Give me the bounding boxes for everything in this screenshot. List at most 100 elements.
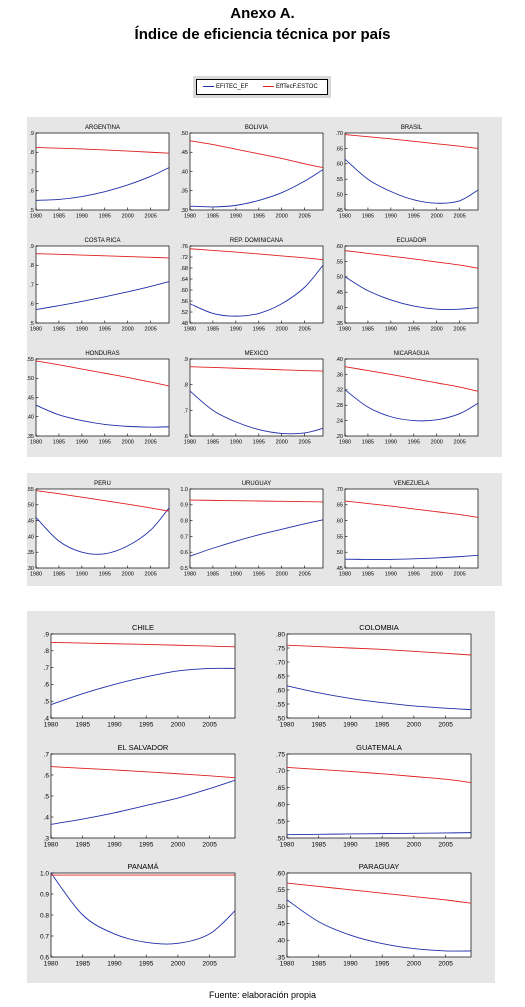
x-tick-label-colombia-4: 2000	[407, 722, 422, 729]
y-tick-label-paraguay-5: .60	[276, 870, 285, 877]
x-tick-label-paraguay-3: 1995	[375, 961, 390, 968]
x-tick-label-ecuador-3: 1995	[408, 327, 420, 333]
y-tick-label-costa-rica-2: .7	[29, 282, 34, 288]
x-tick-label-bolivia-5: 2005	[299, 214, 311, 220]
x-tick-label-paraguay-5: 2005	[438, 961, 453, 968]
y-tick-label-costa-rica-3: .8	[29, 263, 34, 269]
y-tick-label-argentina-1: .6	[29, 189, 34, 195]
series-line-venezuela-efitec-ef	[344, 554, 479, 560]
x-tick-label-venezuela-2: 1990	[385, 572, 397, 578]
y-tick-label-peru-2: .40	[26, 534, 34, 540]
y-tick-label-nicaragua-5: .40	[335, 357, 343, 363]
x-tick-label-panama-5: 2005	[202, 961, 217, 968]
chart-title-colombia: COLOMBIA	[359, 623, 399, 632]
chart-guatemala: GUATEMALA .50 .55 .60 .65 .70 .75 1980 1985 1990 1…	[276, 743, 472, 849]
x-tick-label-guatemala-5: 2005	[438, 842, 453, 849]
y-tick-label-ecuador-5: .60	[335, 244, 343, 250]
x-tick-label-bolivia-0: 1980	[184, 214, 196, 220]
x-tick-label-uruguay-2: 1990	[230, 572, 242, 578]
y-tick-label-argentina-3: .8	[29, 150, 34, 156]
chart-title-bolivia: BOLIVIA	[245, 125, 268, 131]
y-tick-label-rep-dominicana-5: .68	[180, 266, 188, 272]
y-tick-label-colombia-6: .80	[276, 631, 285, 638]
x-tick-label-panama-3: 1995	[139, 961, 154, 968]
y-tick-label-brasil-5: .70	[335, 131, 343, 137]
x-tick-label-nicaragua-3: 1995	[408, 440, 420, 446]
x-tick-label-honduras-1: 1985	[53, 440, 65, 446]
y-tick-label-argentina-0: .5	[29, 208, 34, 214]
x-tick-label-el-salvador-0: 1980	[44, 842, 59, 849]
x-tick-label-argentina-2: 1990	[76, 214, 88, 220]
series-line-rep-dominicana-efitec-ef	[189, 264, 324, 317]
y-tick-label-guatemala-5: .75	[276, 751, 285, 758]
x-tick-label-el-salvador-5: 2005	[202, 842, 217, 849]
y-tick-label-nicaragua-1: .24	[335, 419, 343, 425]
y-tick-label-panama-3: 0.9	[40, 891, 49, 898]
chart-title-argentina: ARGENTINA	[85, 125, 120, 131]
y-tick-label-bolivia-2: .40	[180, 169, 188, 175]
y-tick-label-bolivia-0: .30	[180, 208, 188, 214]
plot-area-ecuador	[344, 245, 479, 324]
series-line-guatemala-efftecf-estoc	[286, 766, 472, 784]
series-line-costa-rica-efitec-ef	[35, 281, 170, 310]
series-line-ecuador-efitec-ef	[344, 276, 479, 310]
y-tick-label-costa-rica-1: .6	[29, 302, 34, 308]
plot-area-rep-dominicana	[189, 245, 324, 324]
chart-legend: EFITEC_EF EffTecF.ESTOC	[196, 79, 328, 95]
x-tick-label-costa-rica-1: 1985	[53, 327, 65, 333]
y-tick-label-chile-4: .8	[44, 648, 50, 655]
x-tick-label-brasil-1: 1985	[362, 214, 374, 220]
legend-swatch-efitec	[203, 85, 214, 87]
x-tick-label-paraguay-4: 2000	[407, 961, 422, 968]
plot-area-panama	[50, 872, 236, 958]
y-tick-label-ecuador-2: .45	[335, 290, 343, 296]
y-tick-label-ecuador-1: .40	[335, 306, 343, 312]
y-tick-label-uruguay-0: 0.5	[180, 566, 188, 572]
chart-uruguay: URUGUAY 0.5 0.6 0.7 0.8 0.9 1.0 1980 1985 1990 199…	[180, 481, 324, 578]
y-tick-label-chile-1: .5	[44, 698, 50, 705]
x-tick-label-chile-1: 1985	[75, 722, 90, 729]
chart-nicaragua: NICARAGUA .20 .24 .28 .32 .36 .40 1980 1985 1990 1…	[335, 351, 479, 446]
y-tick-label-ecuador-3: .50	[335, 275, 343, 281]
x-tick-label-colombia-5: 2005	[438, 722, 453, 729]
x-tick-label-colombia-2: 1990	[343, 722, 358, 729]
chart-title-panama: PANAMÁ	[127, 862, 158, 871]
y-tick-label-mexico-1: .7	[183, 408, 188, 414]
x-tick-label-mexico-1: 1985	[207, 440, 219, 446]
series-line-chile-efftecf-estoc	[50, 641, 236, 648]
y-tick-label-venezuela-2: .55	[335, 534, 343, 540]
x-tick-label-ecuador-5: 2005	[454, 327, 466, 333]
series-line-uruguay-efitec-ef	[189, 519, 324, 557]
y-tick-label-chile-0: .4	[44, 715, 50, 722]
chart-title-honduras: HONDURAS	[85, 351, 119, 357]
y-tick-label-argentina-2: .7	[29, 169, 34, 175]
legend-label-efftec: EffTecF.ESTOC	[276, 84, 318, 90]
x-tick-label-panama-1: 1985	[75, 961, 90, 968]
x-tick-label-nicaragua-1: 1985	[362, 440, 374, 446]
y-tick-label-el-salvador-2: .5	[44, 793, 50, 800]
x-tick-label-guatemala-4: 2000	[407, 842, 422, 849]
y-tick-label-costa-rica-4: .9	[29, 244, 34, 250]
series-line-el-salvador-efftecf-estoc	[50, 766, 236, 779]
x-tick-label-peru-2: 1990	[76, 572, 88, 578]
series-line-paraguay-efitec-ef	[286, 899, 472, 952]
chart-title-nicaragua: NICARAGUA	[394, 351, 430, 357]
y-tick-label-colombia-4: .70	[276, 659, 285, 666]
y-tick-label-rep-dominicana-4: .64	[180, 277, 188, 283]
series-line-guatemala-efitec-ef	[286, 832, 472, 836]
y-tick-label-venezuela-4: .65	[335, 503, 343, 509]
y-tick-label-peru-1: .35	[26, 550, 34, 556]
x-tick-label-rep-dominicana-2: 1990	[230, 327, 242, 333]
x-tick-label-argentina-3: 1995	[99, 214, 111, 220]
y-tick-label-uruguay-1: 0.6	[180, 550, 188, 556]
chart-panama: PANAMÁ 0.6 0.7 0.8 0.9 1.0 1980 1985 1990 1995 200…	[40, 862, 236, 968]
x-tick-label-nicaragua-0: 1980	[339, 440, 351, 446]
x-tick-label-argentina-4: 2000	[122, 214, 134, 220]
y-tick-label-brasil-3: .60	[335, 162, 343, 168]
chart-title-paraguay: PARAGUAY	[359, 862, 400, 871]
y-tick-label-rep-dominicana-6: .72	[180, 255, 188, 261]
legend-item-efitec: EFITEC_EF	[203, 81, 248, 93]
y-tick-label-paraguay-3: .50	[276, 904, 285, 911]
x-tick-label-argentina-1: 1985	[53, 214, 65, 220]
